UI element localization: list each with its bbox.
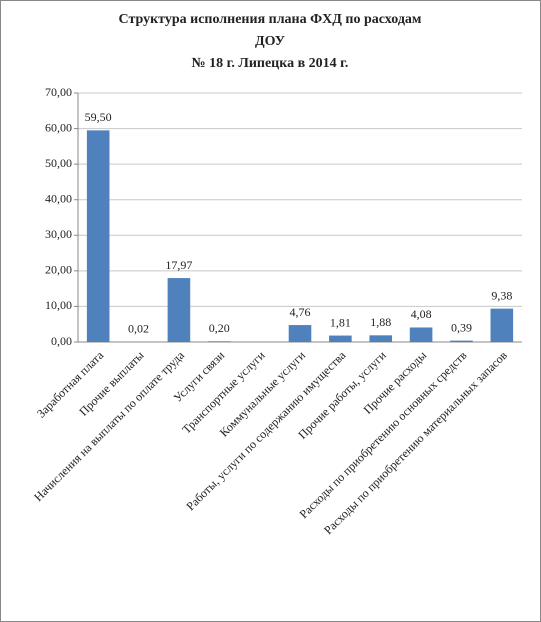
bar — [329, 335, 352, 342]
chart-title: № 18 г. Липецка в 2014 г. — [192, 56, 349, 71]
bar — [86, 130, 110, 342]
y-tick-label: 30,00 — [45, 227, 72, 241]
y-tick-label: 40,00 — [45, 191, 72, 205]
bar — [450, 340, 473, 342]
data-label: 4,76 — [290, 305, 311, 319]
y-tick-label: 0,00 — [51, 334, 72, 348]
data-label: 0,39 — [451, 320, 472, 334]
data-label: 1,88 — [370, 315, 391, 329]
bar — [288, 325, 312, 342]
chart-title: Структура исполнения плана ФХД по расход… — [119, 12, 422, 27]
bar — [409, 327, 433, 342]
data-label: 0,02 — [128, 322, 149, 336]
chart-title: ДОУ — [255, 34, 285, 49]
bar — [490, 308, 514, 342]
data-label: 4,08 — [411, 307, 432, 321]
data-label: 17,97 — [165, 258, 192, 272]
y-tick-label: 20,00 — [45, 263, 72, 277]
y-tick-label: 10,00 — [45, 298, 72, 312]
bar — [167, 278, 191, 342]
data-label: 59,50 — [85, 110, 112, 124]
data-label: 0,20 — [209, 321, 230, 335]
y-tick-label: 70,00 — [45, 85, 72, 99]
y-tick-label: 60,00 — [45, 120, 72, 134]
y-tick-label: 50,00 — [45, 156, 72, 170]
data-label: 1,81 — [330, 315, 351, 329]
bar — [207, 341, 231, 342]
data-label: 9,38 — [491, 288, 512, 302]
bar — [369, 335, 393, 342]
